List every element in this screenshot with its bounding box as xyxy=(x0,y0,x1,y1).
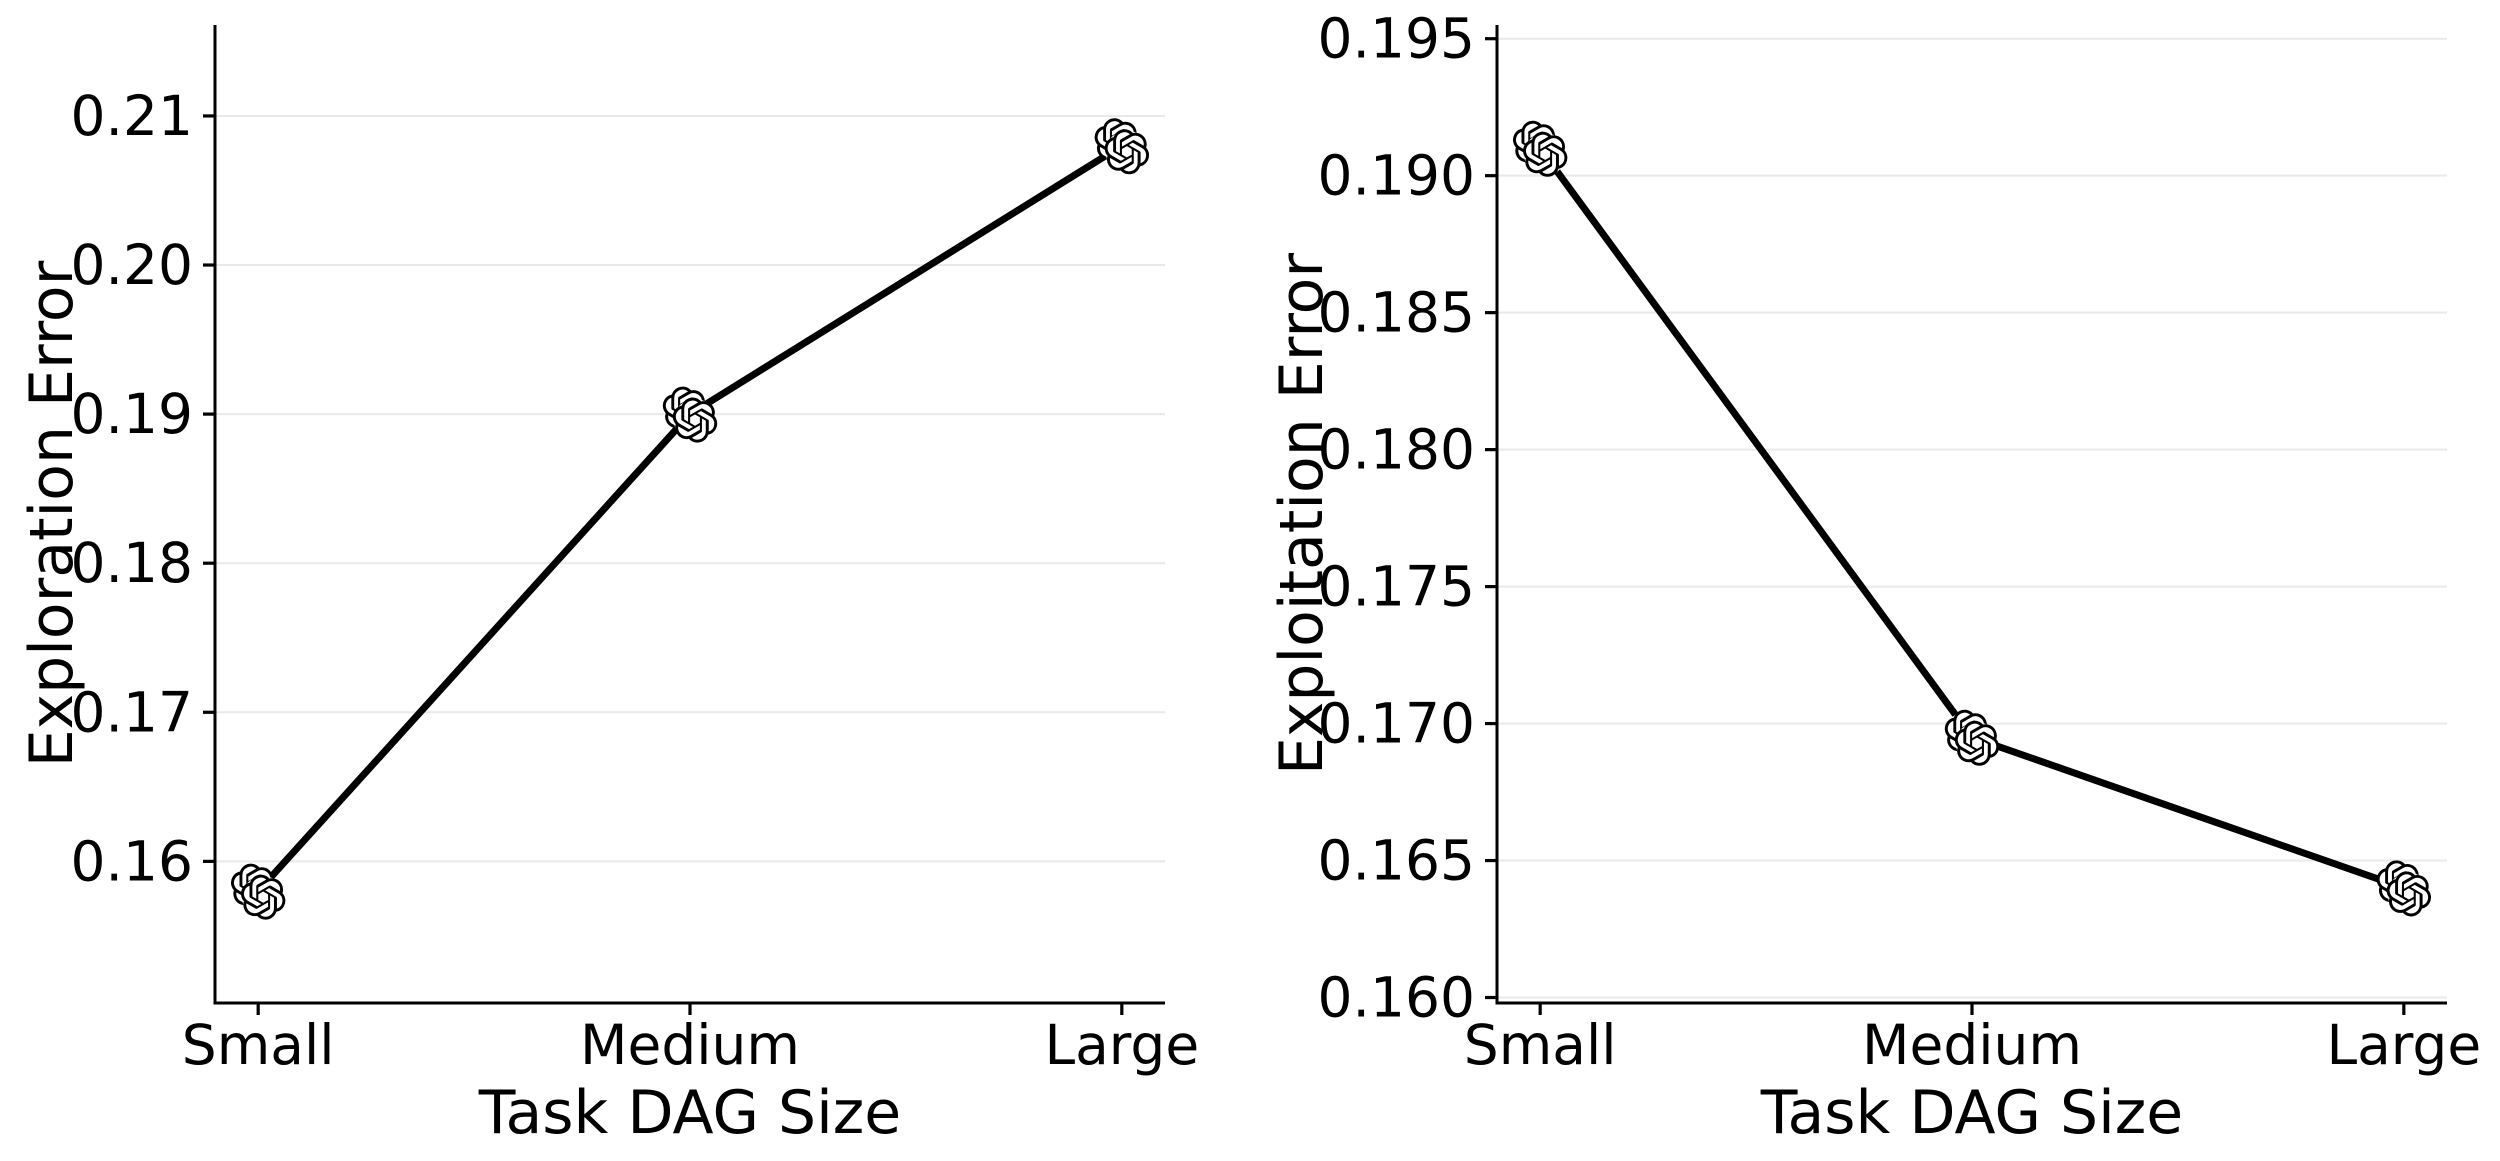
openai-logo-icon xyxy=(1104,129,1150,175)
y-tick-label: 0.165 xyxy=(1318,829,1475,893)
exploration-error-panel: 0.16 0.17 0.18 0.19 0.20 0.21 Small Medium Large… xyxy=(17,25,1199,1148)
y-tick-label: 0.160 xyxy=(1318,966,1475,1030)
x-tick-label: Small xyxy=(182,1013,335,1077)
x-axis-label: Task DAG Size xyxy=(1760,1078,2183,1148)
openai-logo-marker xyxy=(672,397,718,443)
openai-logo-marker xyxy=(1522,131,1568,177)
x-tick-label: Small xyxy=(1464,1013,1617,1077)
y-tick-label: 0.185 xyxy=(1318,281,1475,345)
data-line xyxy=(1536,144,2408,892)
x-tick-label: Medium xyxy=(580,1013,800,1077)
y-tick-label: 0.190 xyxy=(1318,144,1475,208)
x-tick-label: Large xyxy=(2326,1013,2481,1077)
y-tick-label: 0.180 xyxy=(1318,418,1475,482)
x-axis-label: Task DAG Size xyxy=(478,1078,901,1148)
exploration-error-chart: 0.16 0.17 0.18 0.19 0.20 0.21 Small Medium Large… xyxy=(17,25,1199,1148)
exploitation-error-panel: 0.160 0.165 0.170 0.175 0.180 0.185 0.190 0.195… xyxy=(1250,0,2500,1161)
openai-logo-marker xyxy=(1104,129,1150,175)
openai-logo-marker xyxy=(1954,720,2000,766)
marker-backing xyxy=(1955,722,1999,765)
y-tick-label: 0.17 xyxy=(71,680,193,744)
y-tick-label: 0.18 xyxy=(71,531,193,595)
exploitation-error-chart: 0.160 0.165 0.170 0.175 0.180 0.185 0.190 0.195… xyxy=(1267,7,2481,1148)
y-tick-label: 0.21 xyxy=(71,84,193,148)
marker-backing xyxy=(1523,133,1567,176)
openai-logo-icon xyxy=(2386,871,2432,917)
y-axis-label: Exploitation Error xyxy=(1267,253,1337,775)
marker-backing xyxy=(241,875,285,919)
openai-logo-icon xyxy=(240,874,286,920)
y-tick-label: 0.170 xyxy=(1318,692,1475,756)
y-tick-label: 0.195 xyxy=(1318,7,1475,71)
y-tick-label: 0.20 xyxy=(71,233,193,297)
marker-backing xyxy=(1105,130,1149,173)
openai-logo-marker xyxy=(2386,871,2432,917)
openai-logo-icon xyxy=(1522,131,1568,177)
marker-backing xyxy=(2387,872,2431,916)
marker-backing xyxy=(673,398,717,442)
y-tick-label: 0.19 xyxy=(71,382,193,446)
openai-logo-icon xyxy=(1954,720,2000,766)
y-axis-label: Exploration Error xyxy=(17,260,87,767)
y-tick-label: 0.16 xyxy=(71,829,193,893)
openai-logo-icon xyxy=(672,397,718,443)
openai-logo-marker xyxy=(240,874,286,920)
x-tick-label: Medium xyxy=(1862,1013,2082,1077)
data-line xyxy=(254,142,1126,895)
y-tick-label: 0.175 xyxy=(1318,555,1475,619)
x-tick-label: Large xyxy=(1044,1013,1199,1077)
